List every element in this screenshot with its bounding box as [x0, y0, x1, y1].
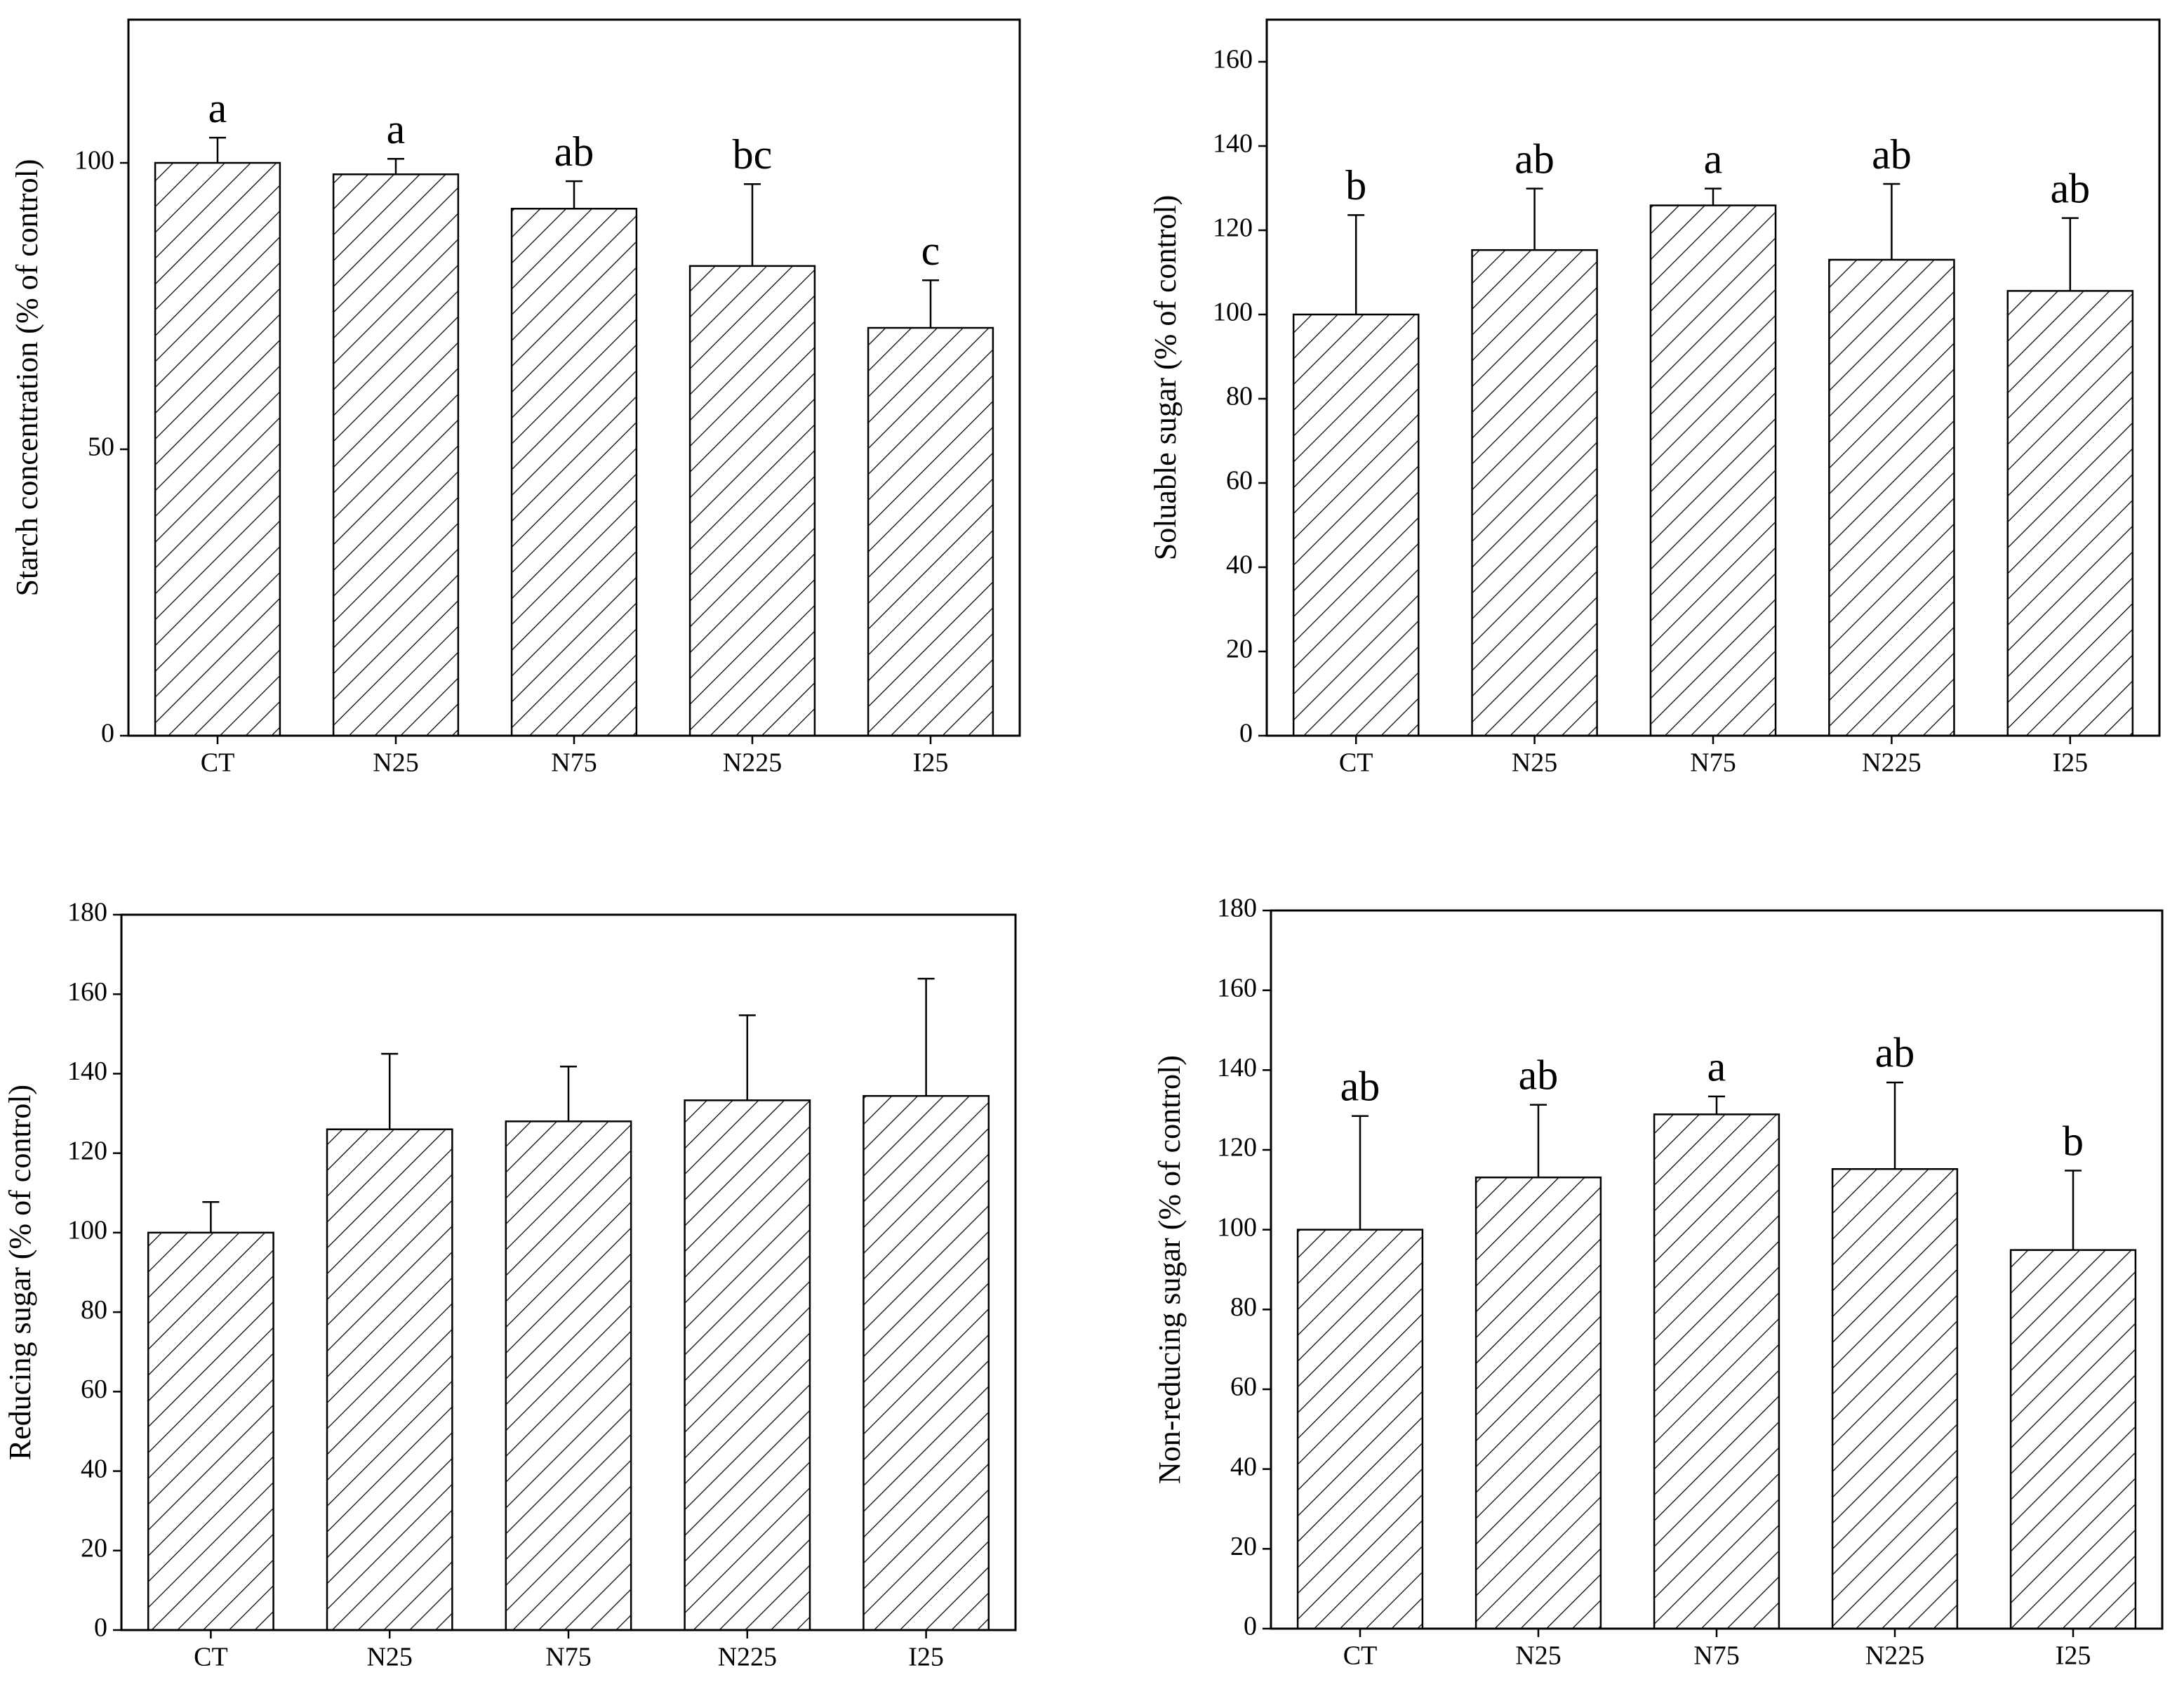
significance-letter: ab: [554, 128, 594, 175]
x-tick-label: I25: [908, 1643, 944, 1672]
y-tick-label: 50: [88, 432, 114, 462]
bar: [1474, 1176, 1602, 1630]
y-tick-label: 140: [1217, 1053, 1257, 1082]
bar: [684, 1099, 811, 1631]
plot-frame: [127, 18, 1021, 737]
x-tick-label: CT: [201, 748, 235, 778]
y-tick-label: 60: [1230, 1372, 1257, 1402]
y-tick-label: 160: [1213, 45, 1253, 74]
y-tick-label: 160: [67, 977, 107, 1007]
significance-letter: a: [1704, 135, 1723, 182]
significance-letter: a: [387, 106, 406, 152]
y-tick-label: 0: [1244, 1612, 1257, 1641]
x-tick-label: N225: [723, 748, 782, 778]
y-tick-label: 60: [1226, 466, 1253, 496]
significance-letter: a: [1707, 1044, 1726, 1090]
y-tick-label: 0: [101, 719, 114, 748]
bar: [505, 1120, 632, 1631]
bar: [867, 326, 994, 737]
significance-letter: ab: [1340, 1063, 1380, 1109]
significance-letter: c: [921, 227, 940, 274]
x-tick-label: N25: [1512, 748, 1557, 778]
y-tick-label: 40: [1226, 550, 1253, 580]
bar: [332, 173, 460, 737]
bar: [1649, 204, 1777, 737]
y-tick-label: 100: [74, 146, 114, 176]
y-tick-label: 140: [67, 1057, 107, 1086]
y-tick-label: 20: [1226, 635, 1253, 664]
y-tick-label: 20: [1230, 1532, 1257, 1561]
x-tick-label: N75: [1690, 748, 1736, 778]
bar: [2009, 1249, 2137, 1630]
bar: [1296, 1229, 1424, 1630]
bar: [2006, 290, 2134, 737]
bar: [147, 1231, 274, 1631]
plot-frame: [1265, 18, 2161, 737]
x-tick-label: N75: [1693, 1641, 1739, 1671]
significance-letter: a: [208, 85, 227, 131]
plot-frame: [120, 913, 1017, 1631]
significance-letter: ab: [1872, 131, 1912, 178]
x-tick-label: N25: [373, 748, 418, 778]
bar: [326, 1128, 453, 1631]
significance-letter: ab: [1875, 1030, 1915, 1076]
y-tick-label: 120: [67, 1136, 107, 1165]
y-tick-label: 100: [67, 1216, 107, 1245]
y-tick-label: 80: [1230, 1292, 1257, 1322]
bar: [863, 1094, 990, 1631]
x-tick-label: N75: [551, 748, 597, 778]
significance-letter: bc: [733, 131, 773, 178]
plot-frame: [1270, 909, 2164, 1630]
y-tick-label: 20: [81, 1533, 107, 1563]
significance-letter: ab: [1519, 1052, 1559, 1099]
x-tick-label: N25: [366, 1643, 412, 1672]
y-tick-label: 0: [1239, 719, 1253, 748]
y-tick-label: 80: [81, 1295, 107, 1325]
y-tick-label: 80: [1226, 382, 1253, 411]
significance-letter: b: [1345, 162, 1366, 208]
x-tick-label: I25: [2052, 748, 2088, 778]
y-tick-label: 40: [81, 1454, 107, 1483]
y-tick-label: 40: [1230, 1452, 1257, 1481]
bar: [1292, 313, 1420, 737]
x-tick-label: CT: [194, 1643, 228, 1672]
y-tick-label: 160: [1217, 973, 1257, 1002]
x-tick-label: N25: [1515, 1641, 1561, 1671]
y-tick-label: 180: [67, 898, 107, 927]
significance-letter: b: [2063, 1118, 2084, 1164]
bar: [1828, 258, 1955, 737]
y-tick-label: 120: [1213, 213, 1253, 243]
y-tick-label: 60: [81, 1375, 107, 1404]
x-tick-label: CT: [1343, 1641, 1378, 1671]
x-tick-label: I25: [913, 748, 949, 778]
y-axis-label: Non-reducing sugar (% of control): [1152, 1055, 1187, 1484]
y-tick-label: 100: [1213, 298, 1253, 327]
y-tick-label: 100: [1217, 1212, 1257, 1242]
bar: [688, 265, 816, 737]
bar: [1653, 1113, 1780, 1630]
x-tick-label: N75: [545, 1643, 591, 1672]
bar: [510, 208, 638, 737]
y-tick-label: 180: [1217, 894, 1257, 923]
x-tick-label: N225: [1865, 1641, 1924, 1671]
x-tick-label: N225: [718, 1643, 777, 1672]
significance-letter: ab: [2050, 165, 2090, 211]
bar: [154, 161, 281, 737]
x-tick-label: CT: [1339, 748, 1373, 778]
y-tick-label: 0: [94, 1613, 107, 1643]
y-axis-label: Reducing sugar (% of control): [3, 1085, 37, 1460]
y-tick-label: 120: [1217, 1133, 1257, 1163]
x-tick-label: N225: [1862, 748, 1921, 778]
y-axis-label: Soluable sugar (% of control): [1148, 195, 1183, 561]
significance-letter: ab: [1514, 135, 1554, 182]
bar: [1831, 1168, 1959, 1630]
y-axis-label: Starch concentration (% of control): [10, 159, 44, 596]
bar: [1471, 249, 1598, 737]
y-tick-label: 140: [1213, 129, 1253, 159]
x-tick-label: I25: [2056, 1641, 2091, 1671]
